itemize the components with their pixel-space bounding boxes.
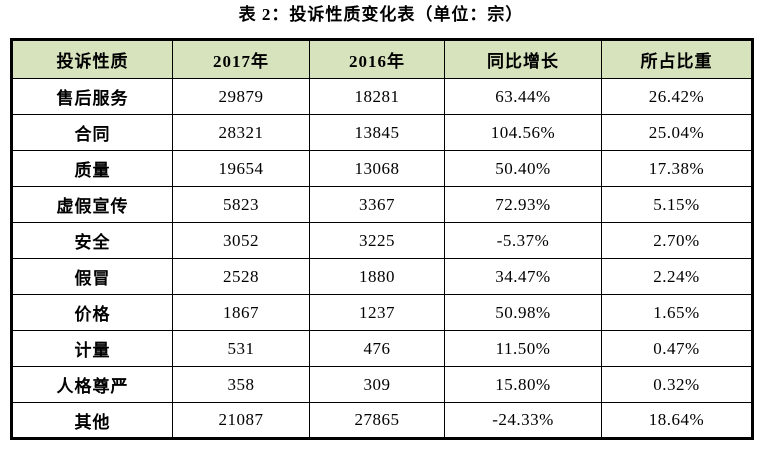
row-label-cell: 安全 (11, 222, 173, 259)
table-row: 质量 19654 13068 50.40% 17.38% (11, 150, 753, 187)
yoy-growth-cell: 34.47% (444, 258, 602, 295)
row-label-cell: 计量 (11, 330, 173, 367)
row-label-cell: 虚假宣传 (11, 186, 173, 223)
table-row: 安全 3052 3225 -5.37% 2.70% (11, 222, 753, 259)
table-row: 计量 531 476 11.50% 0.47% (11, 330, 753, 367)
table-row: 售后服务 29879 18281 63.44% 26.42% (11, 78, 753, 115)
share-cell: 18.64% (601, 402, 753, 439)
value-2017-cell: 29879 (172, 78, 310, 115)
value-2017-cell: 3052 (172, 222, 310, 259)
share-cell: 5.15% (601, 186, 753, 223)
value-2017-cell: 1867 (172, 294, 310, 331)
row-label-cell: 人格尊严 (11, 366, 173, 403)
yoy-growth-cell: 63.44% (444, 78, 602, 115)
header-2016: 2016年 (309, 39, 445, 79)
value-2016-cell: 3225 (309, 222, 445, 259)
value-2016-cell: 13845 (309, 114, 445, 151)
share-cell: 1.65% (601, 294, 753, 331)
value-2017-cell: 358 (172, 366, 310, 403)
yoy-growth-cell: 50.40% (444, 150, 602, 187)
row-label-cell: 价格 (11, 294, 173, 331)
yoy-growth-cell: 72.93% (444, 186, 602, 223)
share-cell: 2.24% (601, 258, 753, 295)
value-2016-cell: 3367 (309, 186, 445, 223)
share-cell: 26.42% (601, 78, 753, 115)
table-row: 人格尊严 358 309 15.80% 0.32% (11, 366, 753, 403)
table-row: 价格 1867 1237 50.98% 1.65% (11, 294, 753, 331)
header-nature: 投诉性质 (11, 39, 173, 79)
row-label-cell: 其他 (11, 402, 173, 439)
share-cell: 0.32% (601, 366, 753, 403)
value-2016-cell: 27865 (309, 402, 445, 439)
value-2017-cell: 531 (172, 330, 310, 367)
row-label-cell: 合同 (11, 114, 173, 151)
row-label-cell: 售后服务 (11, 78, 173, 115)
yoy-growth-cell: 104.56% (444, 114, 602, 151)
share-cell: 0.47% (601, 330, 753, 367)
header-yoy-growth: 同比增长 (444, 39, 602, 79)
value-2016-cell: 309 (309, 366, 445, 403)
value-2017-cell: 5823 (172, 186, 310, 223)
table-row: 虚假宣传 5823 3367 72.93% 5.15% (11, 186, 753, 223)
value-2016-cell: 1880 (309, 258, 445, 295)
value-2017-cell: 19654 (172, 150, 310, 187)
share-cell: 17.38% (601, 150, 753, 187)
header-2017: 2017年 (172, 39, 310, 79)
yoy-growth-cell: -5.37% (444, 222, 602, 259)
share-cell: 2.70% (601, 222, 753, 259)
value-2017-cell: 21087 (172, 402, 310, 439)
value-2017-cell: 28321 (172, 114, 310, 151)
table-row: 假冒 2528 1880 34.47% 2.24% (11, 258, 753, 295)
table-row: 其他 21087 27865 -24.33% 18.64% (11, 402, 753, 439)
row-label-cell: 假冒 (11, 258, 173, 295)
share-cell: 25.04% (601, 114, 753, 151)
complaints-table: 投诉性质 2017年 2016年 同比增长 所占比重 售后服务 29879 18… (10, 38, 754, 440)
value-2016-cell: 18281 (309, 78, 445, 115)
table-title: 表 2：投诉性质变化表（单位：宗） (238, 5, 524, 24)
value-2017-cell: 2528 (172, 258, 310, 295)
value-2016-cell: 476 (309, 330, 445, 367)
value-2016-cell: 13068 (309, 150, 445, 187)
value-2016-cell: 1237 (309, 294, 445, 331)
yoy-growth-cell: 11.50% (444, 330, 602, 367)
yoy-growth-cell: 15.80% (444, 366, 602, 403)
header-row: 投诉性质 2017年 2016年 同比增长 所占比重 (11, 39, 753, 79)
yoy-growth-cell: 50.98% (444, 294, 602, 331)
yoy-growth-cell: -24.33% (444, 402, 602, 439)
table-row: 合同 28321 13845 104.56% 25.04% (11, 114, 753, 151)
row-label-cell: 质量 (11, 150, 173, 187)
header-share: 所占比重 (601, 39, 753, 79)
